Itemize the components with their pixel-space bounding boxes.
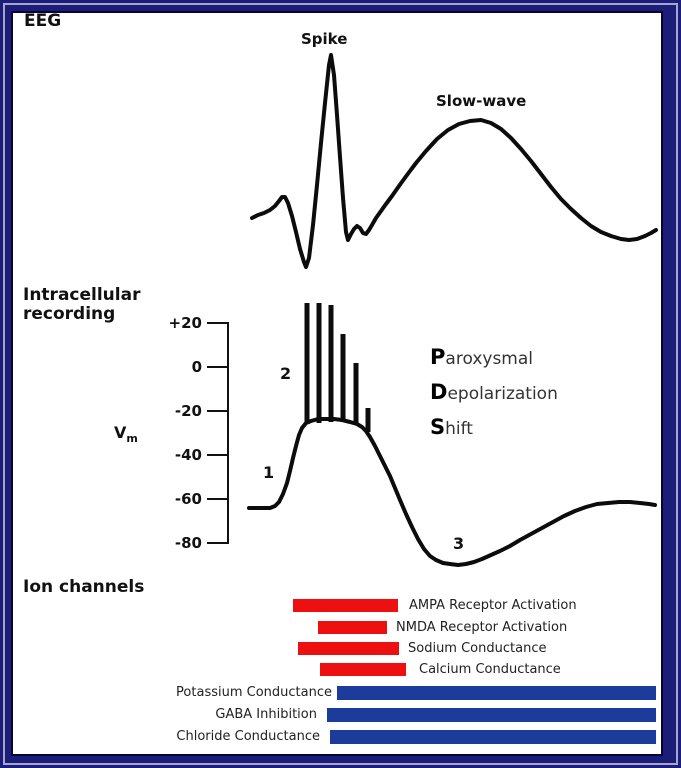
action-potential-bars — [304, 303, 371, 432]
vm-axis-label: Vm — [114, 423, 138, 445]
ampa-activation-label: AMPA Receptor Activation — [409, 598, 577, 613]
potassium-conductance-bar — [337, 686, 656, 700]
pds-rest-depolarization: epolarization — [447, 384, 558, 404]
chloride-conductance-label: Chloride Conductance — [176, 729, 320, 744]
voltage-tick-label-0: 0 — [191, 358, 202, 376]
calcium-conductance-bar — [320, 663, 406, 676]
eeg-section-title: EEG — [24, 11, 62, 31]
voltage-tick-label-minus20: -20 — [174, 402, 202, 420]
intracellular-trace — [247, 417, 657, 567]
intracellular-section-title: Intracellular recording — [23, 286, 140, 324]
gaba-inhibition-label: GABA Inhibition — [215, 707, 317, 722]
phase-3-label: 3 — [453, 534, 465, 553]
pds-line-paroxysmal: Paroxysmal — [430, 341, 558, 376]
pds-initial-d: D — [430, 380, 448, 404]
ampa-activation-bar — [293, 599, 398, 612]
pds-line-depolarization: Depolarization — [430, 376, 558, 411]
potassium-conductance-label: Potassium Conductance — [176, 685, 332, 700]
vm-subscript: m — [126, 432, 138, 446]
intracellular-title-line1: Intracellular — [23, 285, 141, 305]
gaba-inhibition-bar — [327, 708, 656, 722]
slow-wave-annotation: Slow-wave — [436, 92, 527, 110]
phase-1-label: 1 — [263, 463, 275, 482]
pds-annotation: Paroxysmal Depolarization Shift — [430, 341, 558, 446]
nmda-activation-bar — [318, 621, 387, 634]
vm-symbol: V — [114, 423, 127, 442]
voltage-tick-label-minus60: -60 — [174, 490, 202, 508]
pds-rest-shift: hift — [445, 419, 473, 439]
pds-line-shift: Shift — [430, 411, 558, 446]
chloride-conductance-bar — [330, 730, 656, 744]
voltage-tick-label-plus20: +20 — [168, 314, 202, 332]
nmda-activation-label: NMDA Receptor Activation — [396, 620, 568, 635]
voltage-tick-label-minus80: -80 — [174, 534, 202, 552]
sodium-conductance-label: Sodium Conductance — [408, 641, 547, 656]
spike-annotation: Spike — [301, 30, 348, 48]
eeg-trace — [250, 53, 658, 269]
calcium-conductance-label: Calcium Conductance — [419, 662, 561, 677]
sodium-conductance-bar — [298, 642, 399, 655]
pds-rest-paroxysmal: aroxysmal — [445, 349, 533, 369]
pds-initial-s: S — [430, 415, 446, 439]
phase-2-label: 2 — [280, 364, 292, 383]
intracellular-title-line2: recording — [23, 304, 116, 324]
ion-channels-section-title: Ion channels — [23, 577, 145, 597]
voltage-tick-label-minus40: -40 — [174, 446, 202, 464]
voltage-axis — [207, 322, 229, 544]
pds-initial-p: P — [430, 345, 446, 369]
